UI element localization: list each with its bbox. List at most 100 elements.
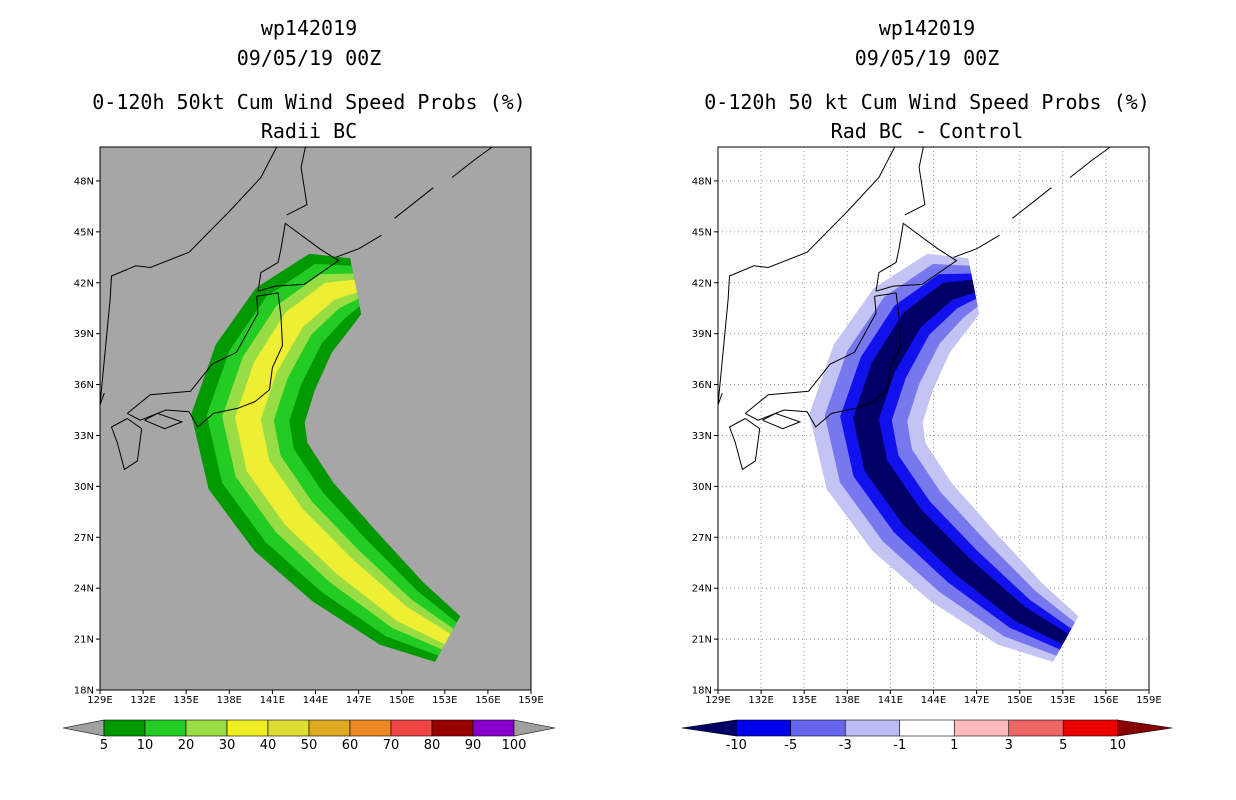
colorbar-box: [226, 719, 269, 737]
colorbar-box: [735, 719, 792, 737]
colorbar-tick-label: 70: [383, 738, 400, 753]
x-tick-label: 141E: [260, 695, 285, 706]
coastline: [394, 187, 434, 219]
left-panel: wp142019 09/05/19 00Z 0-120h 50kt Cum Wi…: [62, 16, 556, 753]
coastline: [728, 418, 761, 471]
x-tick-label: 129E: [87, 695, 112, 706]
colorbar-box: [349, 719, 392, 737]
y-tick-label: 42N: [692, 278, 712, 289]
y-tick-label: 21N: [74, 635, 94, 646]
y-tick-label: 27N: [74, 533, 94, 544]
y-tick-label: 48N: [692, 176, 712, 187]
colorbar-tick-label: -3: [839, 738, 852, 753]
coastline: [110, 418, 143, 471]
coastline: [717, 146, 896, 406]
y-tick-label: 39N: [74, 329, 94, 340]
y-tick-label: 24N: [74, 584, 94, 595]
colorbar-tick-label: -10: [726, 738, 747, 753]
colorbar-tick-label: 1: [950, 738, 958, 753]
colorbar-box: [308, 719, 351, 737]
colorbar-tick-label: 80: [424, 738, 441, 753]
coastline: [904, 146, 926, 216]
x-tick-label: 153E: [1050, 695, 1075, 706]
colorbar-tick-label: 50: [301, 738, 318, 753]
x-tick-label: 156E: [1093, 695, 1118, 706]
colorbar-tick-label: 30: [219, 738, 236, 753]
colorbar-tick-label: -5: [784, 738, 797, 753]
left-title-storm: wp142019: [260, 16, 358, 40]
y-tick-label: 18N: [692, 686, 712, 697]
coastline: [144, 412, 184, 430]
right-title-date: 09/05/19 00Z: [854, 46, 1000, 70]
colorbar-box: [103, 719, 146, 737]
coastline: [1069, 146, 1111, 178]
x-tick-label: 138E: [217, 695, 242, 706]
x-tick-label: 135E: [173, 695, 198, 706]
colorbar-box: [185, 719, 228, 737]
coastline: [744, 292, 902, 428]
left-title-product: 0-120h 50kt Cum Wind Speed Probs (%): [92, 90, 526, 114]
coastline: [286, 146, 308, 216]
coastline: [126, 292, 284, 428]
left-chart-svg: 129E 132E 135E 138E 141E 144E 147E 150E 153E 156E…: [62, 146, 556, 753]
y-tick-label: 39N: [692, 329, 712, 340]
y-tick-label: 30N: [692, 482, 712, 493]
x-tick-label: 144E: [303, 695, 328, 706]
x-tick-label: 138E: [835, 695, 860, 706]
right-chart-svg: 129E 132E 135E 138E 141E 144E 147E 150E 153E 156E…: [681, 146, 1173, 753]
y-tick-label: 21N: [692, 635, 712, 646]
coastline: [257, 222, 340, 292]
colorbar-box: [899, 719, 955, 737]
colorbar-box: [790, 719, 846, 737]
y-tick-label: 18N: [74, 686, 94, 697]
y-tick-label: 45N: [692, 227, 712, 238]
coastline: [875, 222, 958, 292]
probability-band: [853, 279, 1069, 645]
x-tick-label: 135E: [791, 695, 816, 706]
coastline: [1012, 187, 1052, 219]
colorbar-box: [472, 719, 515, 737]
colorbar-low-triangle: [681, 719, 737, 737]
right-title-product: 0-120h 50 kt Cum Wind Speed Probs (%): [704, 90, 1150, 114]
colorbar-tick-label: 20: [178, 738, 195, 753]
colorbar-box: [1062, 719, 1119, 737]
colorbar-box: [953, 719, 1010, 737]
colorbar-tick-label: 40: [260, 738, 277, 753]
x-tick-label: 132E: [748, 695, 773, 706]
y-tick-label: 36N: [74, 380, 94, 391]
plot-background: [718, 147, 1149, 690]
coastline: [762, 412, 802, 430]
x-tick-label: 159E: [1136, 695, 1161, 706]
y-tick-label: 27N: [692, 533, 712, 544]
coastline: [451, 146, 493, 178]
coastline: [953, 234, 1000, 258]
y-tick-label: 24N: [692, 584, 712, 595]
right-title-subtitle: Rad BC - Control: [830, 119, 1024, 143]
x-tick-label: 159E: [518, 695, 543, 706]
y-tick-label: 36N: [692, 380, 712, 391]
colorbar-tick-label: 5: [1059, 738, 1067, 753]
x-tick-label: 156E: [475, 695, 500, 706]
x-tick-label: 147E: [346, 695, 371, 706]
x-tick-label: 141E: [878, 695, 903, 706]
probability-band: [840, 273, 1072, 650]
x-tick-label: 153E: [432, 695, 457, 706]
y-tick-label: 45N: [74, 227, 94, 238]
colorbar-box: [844, 719, 901, 737]
y-tick-label: 30N: [74, 482, 94, 493]
colorbar-tick-label: -1: [893, 738, 906, 753]
colorbar-tick-label: 90: [465, 738, 482, 753]
y-tick-label: 48N: [74, 176, 94, 187]
colorbar-tick-label: 100: [502, 738, 527, 753]
colorbar-box: [390, 719, 433, 737]
colorbar-box: [267, 719, 310, 737]
colorbar-tick-label: 60: [342, 738, 359, 753]
colorbar-box: [144, 719, 187, 737]
colorbar-high-triangle: [1117, 719, 1173, 737]
left-title-date: 09/05/19 00Z: [236, 46, 382, 70]
probability-band: [235, 279, 451, 645]
colorbar-tick-label: 10: [137, 738, 154, 753]
coastline: [335, 234, 382, 258]
colorbar-tick-label: 5: [100, 738, 108, 753]
colorbar-box: [431, 719, 474, 737]
